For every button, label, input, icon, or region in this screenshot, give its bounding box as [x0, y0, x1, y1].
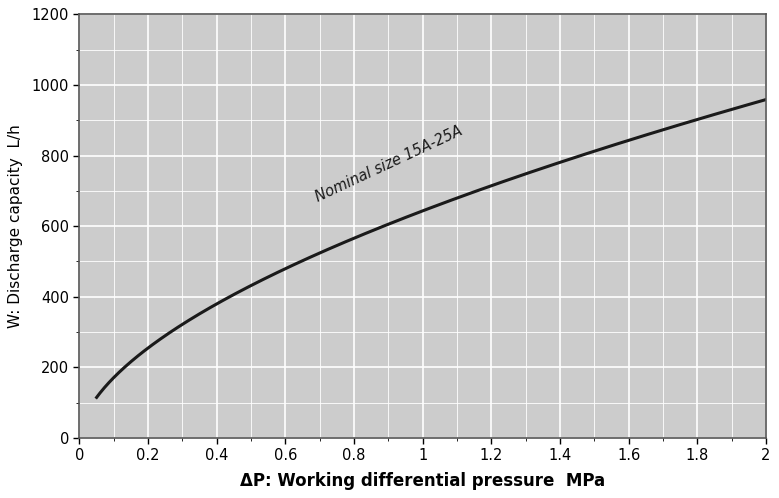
Text: Nominal size 15A-25A: Nominal size 15A-25A	[313, 124, 465, 205]
Y-axis label: W: Discharge capacity  L/h: W: Discharge capacity L/h	[9, 124, 23, 328]
X-axis label: ΔP: Working differential pressure  MPa: ΔP: Working differential pressure MPa	[240, 472, 605, 490]
